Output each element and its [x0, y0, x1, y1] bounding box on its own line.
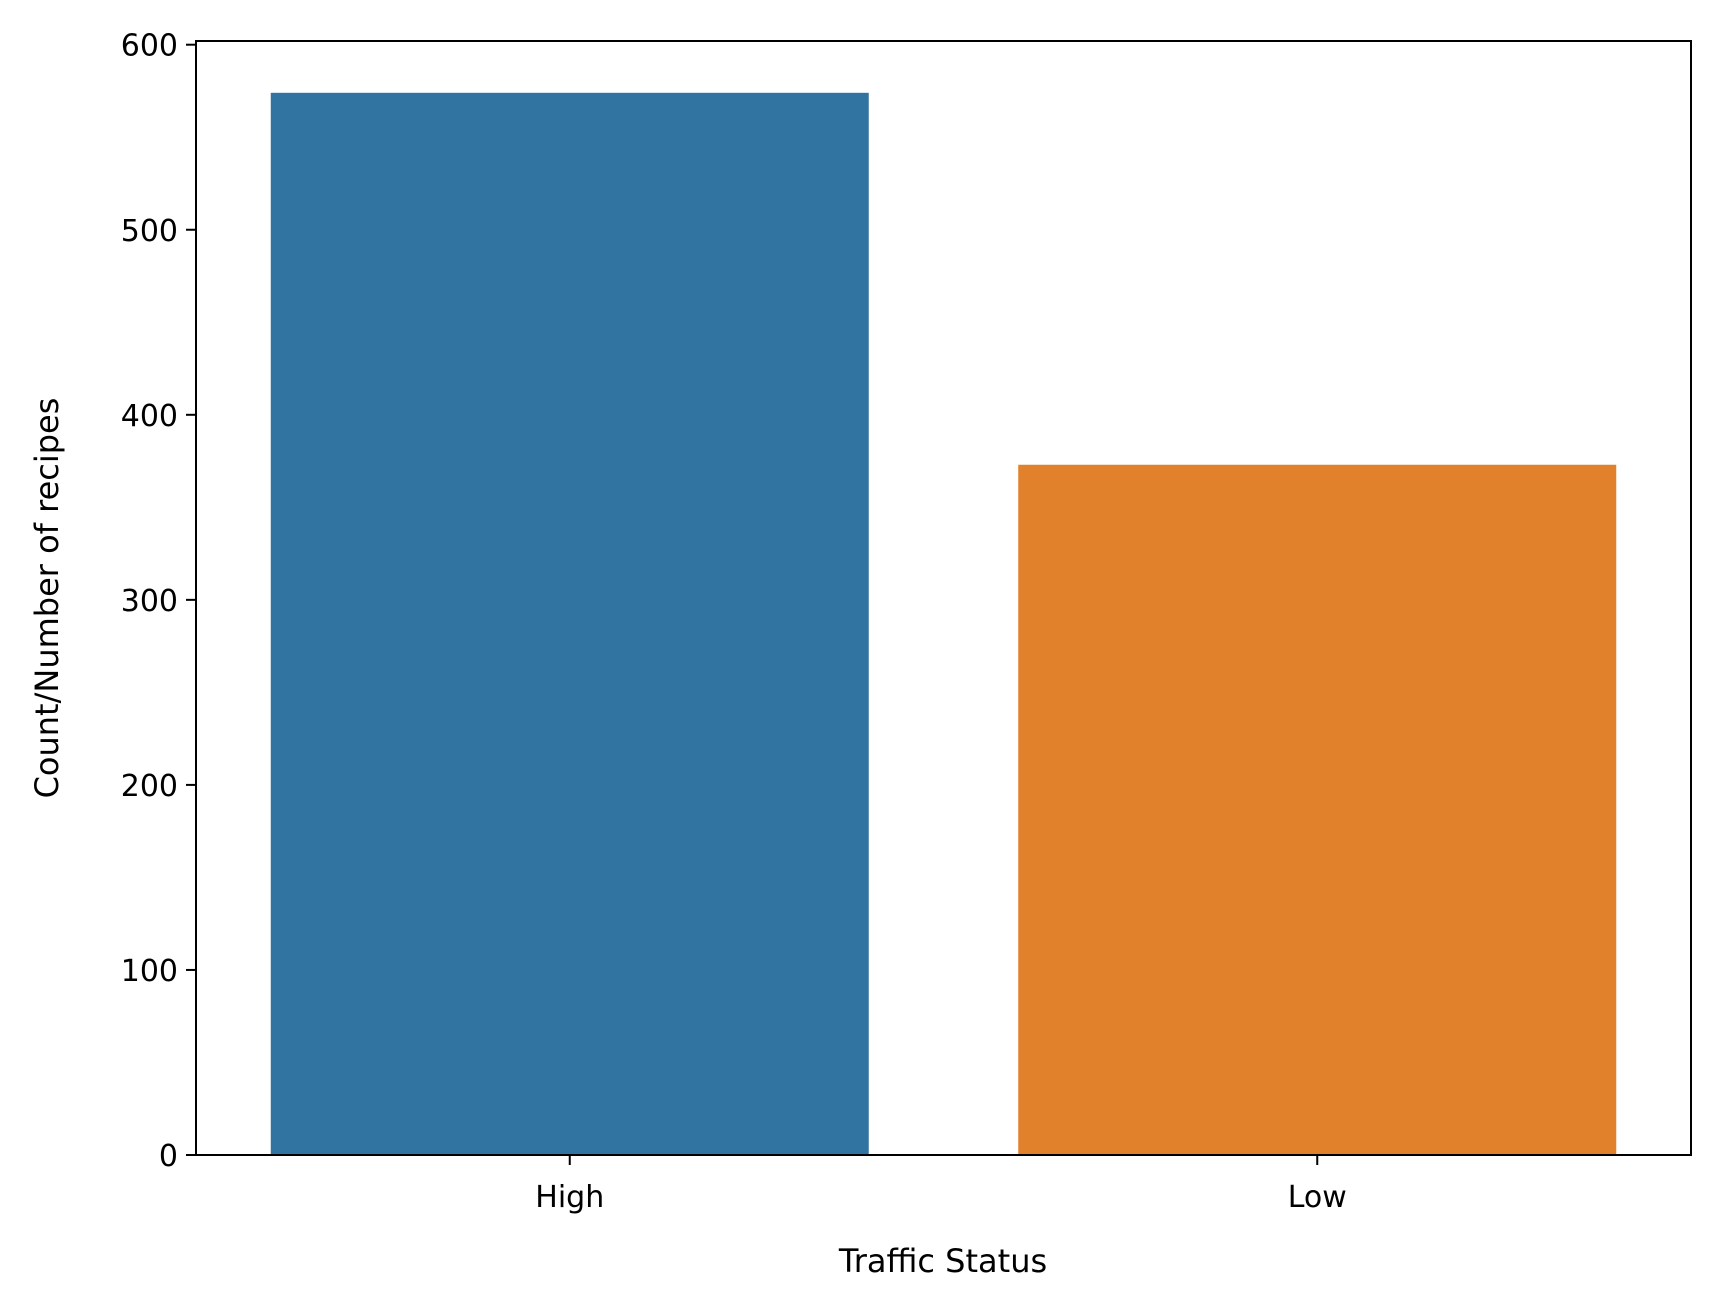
y-tick-label: 100 — [121, 954, 178, 989]
x-axis: High Low — [535, 1155, 1347, 1215]
y-axis-label: Count/Number of recipes — [28, 398, 66, 799]
y-tick-label: 500 — [121, 214, 178, 249]
y-tick-label: 400 — [121, 399, 178, 434]
x-tick-label: Low — [1288, 1180, 1347, 1215]
bars-layer — [270, 92, 1617, 1155]
plot-frame — [195, 40, 1692, 1156]
bar-low — [1018, 464, 1617, 1155]
y-axis: 0 100 200 300 400 500 600 — [121, 29, 196, 1174]
y-tick-label: 0 — [159, 1139, 178, 1174]
y-tick-label: 200 — [121, 769, 178, 804]
y-tick-label: 300 — [121, 584, 178, 619]
x-tick-label: High — [535, 1180, 604, 1215]
x-axis-label: Traffic Status — [838, 1242, 1047, 1280]
y-tick-label: 600 — [121, 29, 178, 64]
bar-high — [270, 92, 869, 1155]
